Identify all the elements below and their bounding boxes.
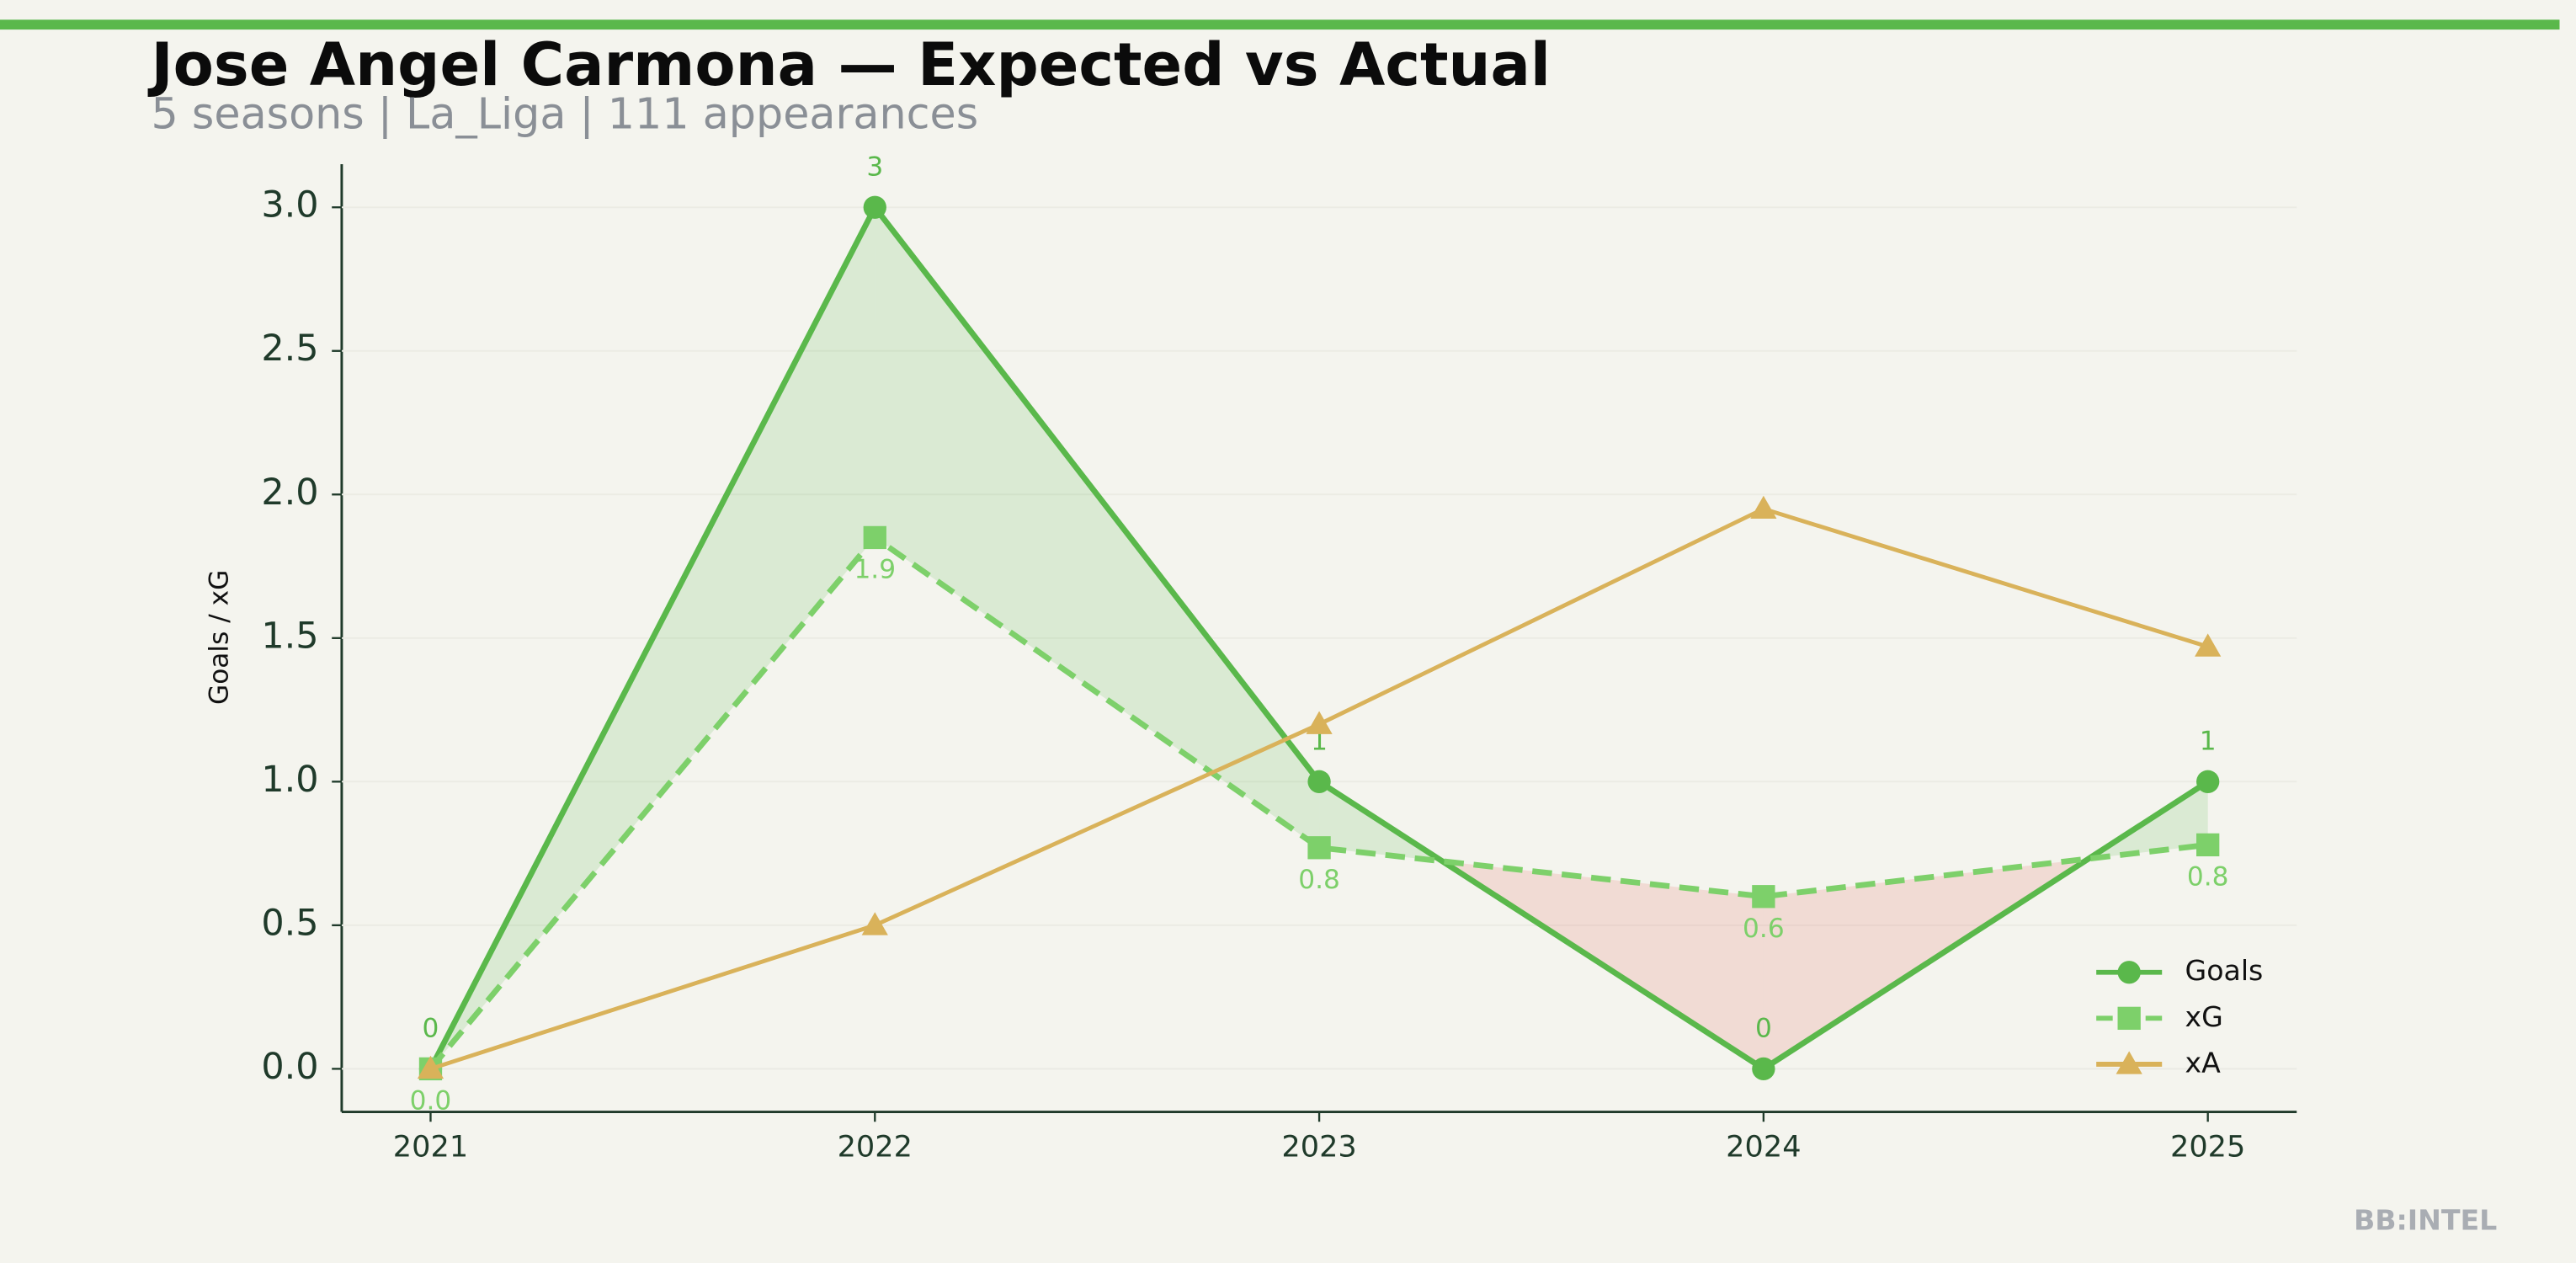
legend-marker [2116, 1051, 2142, 1074]
chart-subtitle: 5 seasons | La_Liga | 111 appearances [152, 88, 979, 139]
data-label: 0 [1755, 1014, 1772, 1044]
point [863, 525, 886, 550]
point [863, 195, 886, 219]
point [1752, 885, 1775, 909]
difference-fill [2089, 781, 2208, 859]
y-tick-label: 0.5 [261, 902, 318, 944]
point [1752, 1057, 1775, 1081]
y-tick-label: 0.0 [261, 1046, 318, 1088]
y-tick-label: 1.0 [261, 759, 318, 801]
watermark: BB:INTEL [2354, 1204, 2497, 1237]
x-tick-label: 2025 [2170, 1129, 2245, 1164]
point [2196, 833, 2220, 857]
data-label: 0.6 [1743, 914, 1785, 944]
data-label: 1 [2200, 727, 2217, 757]
data-label: 0.0 [410, 1085, 452, 1116]
point [417, 1055, 444, 1079]
series-line [428, 533, 2209, 1071]
data-label: 3 [866, 152, 883, 182]
point [1750, 495, 1777, 520]
x-tick-label: 2021 [393, 1129, 468, 1164]
x-tick-label: 2024 [1726, 1129, 1801, 1164]
y-tick-label: 3.0 [261, 184, 318, 226]
y-tick-label: 2.5 [261, 328, 318, 370]
legend-label: xG [2185, 1000, 2223, 1033]
point [1306, 711, 1333, 734]
x-tick-label: 2023 [1281, 1129, 1356, 1164]
point [2196, 770, 2220, 793]
legend-marker [2117, 961, 2141, 984]
y-tick-label: 2.0 [261, 472, 318, 514]
chart-title: Jose Angel Carmona — Expected vs Actual [148, 30, 1551, 99]
top-bar [0, 19, 2560, 30]
y-tick-label: 1.5 [261, 615, 318, 657]
point [1307, 770, 1331, 793]
data-label: 0 [423, 1014, 439, 1044]
point [861, 912, 888, 935]
legend-label: Goals [2185, 954, 2264, 987]
difference-fill [875, 207, 1320, 848]
legend-marker [2117, 1006, 2141, 1031]
x-tick-label: 2022 [838, 1129, 913, 1164]
point [2195, 633, 2222, 657]
data-label: 0.8 [2187, 861, 2229, 892]
data-label: 1.9 [854, 554, 896, 584]
point [1307, 836, 1331, 860]
y-axis-label: Goals / xG [205, 570, 235, 705]
legend-label: xA [2185, 1046, 2222, 1079]
data-label: 0.8 [1298, 865, 1340, 895]
